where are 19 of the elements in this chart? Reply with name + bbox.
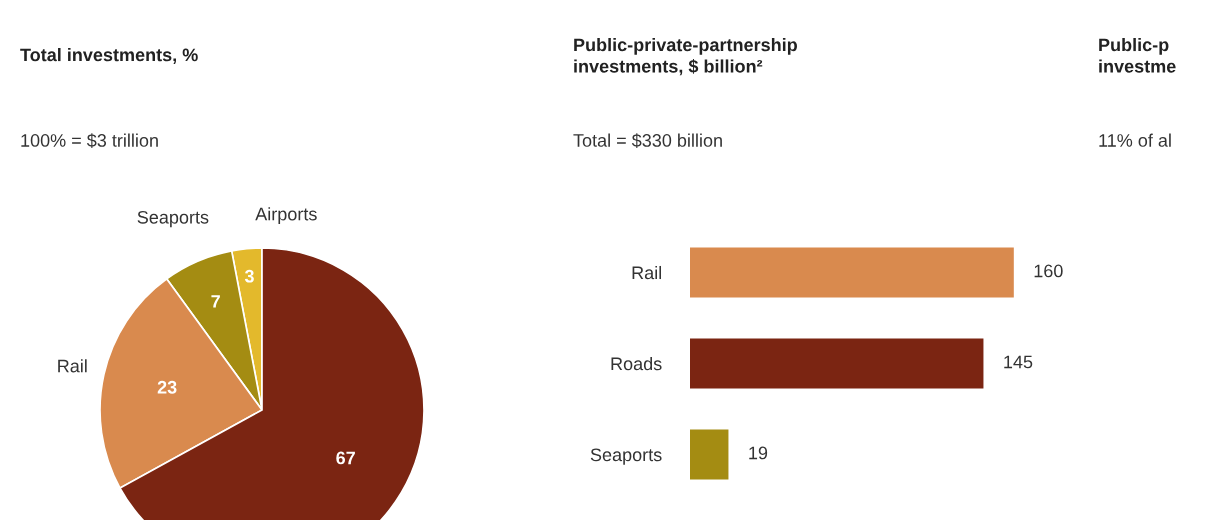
y-tick-label: Roads (611, 356, 662, 371)
chart-subtitle: 100% = $3 trillion (21, 133, 158, 148)
y-tick-label: Rail (632, 265, 662, 280)
slice-label: Seaports (137, 210, 209, 228)
y-tick-label: Seaports (590, 448, 662, 465)
chart-title: Total investments, % (20, 48, 198, 64)
data-label: 7 (211, 295, 220, 308)
data-label: 67 (336, 451, 355, 465)
data-label: 3 (244, 269, 254, 283)
slice-label: Rail (58, 359, 87, 373)
text: Public-p investme (1099, 38, 1176, 73)
data-label: 145 (1004, 355, 1033, 369)
data-label: 23 (157, 380, 177, 394)
data-label: 19 (749, 446, 768, 460)
chart-title: Public-private-partnership investments, $ billion² (574, 38, 797, 76)
data-label: 160 (1034, 264, 1063, 278)
slice-label: Airports (255, 207, 317, 225)
chart-subtitle: Total = $330 billion (573, 133, 722, 148)
text: 11% of al (1099, 133, 1171, 147)
